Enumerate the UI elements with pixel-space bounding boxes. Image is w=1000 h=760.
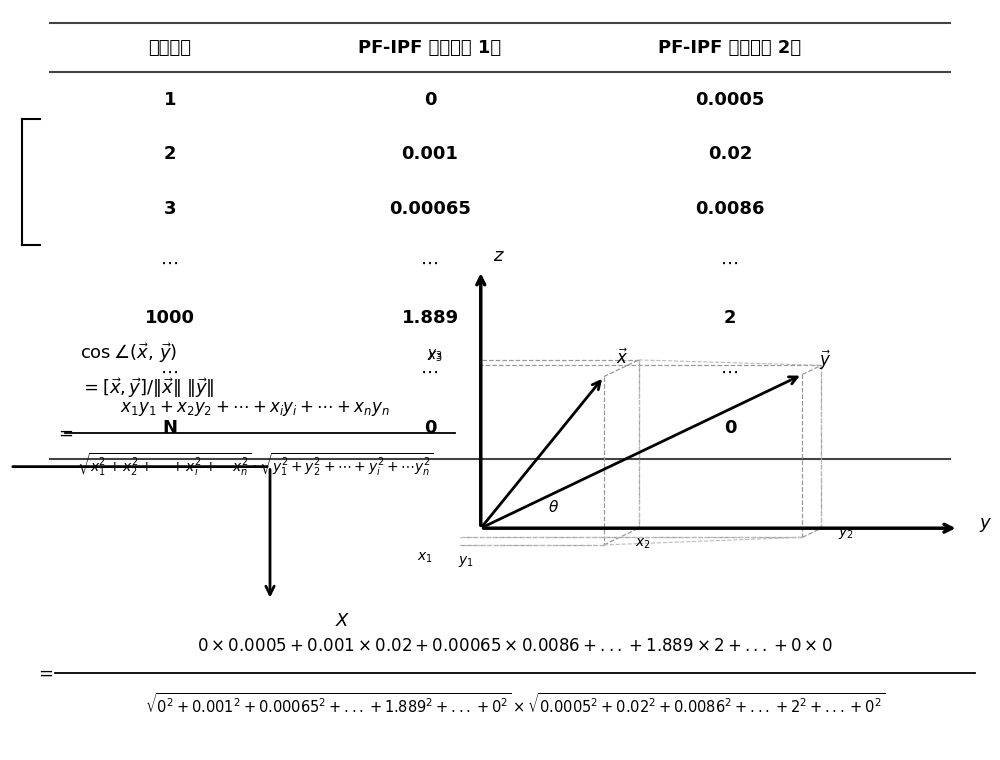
Text: $x_3$: $x_3$ — [427, 350, 443, 364]
Text: $\sqrt{x_1^2+x_2^2+\cdots+x_i^2+\cdots x_n^2}\cdot\sqrt{y_1^2+y_2^2+\cdots+y_i^2: $\sqrt{x_1^2+x_2^2+\cdots+x_i^2+\cdots x… — [77, 452, 433, 478]
Text: $=$: $=$ — [55, 424, 74, 442]
Text: 1000: 1000 — [145, 309, 195, 328]
Text: N: N — [162, 419, 178, 437]
Text: 1.889: 1.889 — [401, 309, 459, 328]
Text: ⋯: ⋯ — [161, 364, 179, 382]
Text: 0.001: 0.001 — [402, 145, 458, 163]
Text: 3: 3 — [164, 200, 176, 218]
Text: PF-IPF 値（产品 2）: PF-IPF 値（产品 2） — [658, 39, 802, 56]
Text: $\vec{x}$: $\vec{x}$ — [616, 349, 629, 369]
Text: 0.0086: 0.0086 — [695, 200, 765, 218]
Text: 2: 2 — [164, 145, 176, 163]
Text: $y_1$: $y_1$ — [458, 553, 474, 568]
Text: 2: 2 — [724, 309, 736, 328]
Text: $x_1$: $x_1$ — [417, 550, 433, 565]
Text: $\sqrt{0^2+0.001^2+0.00065^2+...+1.889^2+...+0^2}\times\sqrt{0.0005^2+0.02^2+0.0: $\sqrt{0^2+0.001^2+0.00065^2+...+1.889^2… — [145, 692, 885, 717]
Text: 0.0005: 0.0005 — [695, 90, 765, 109]
Text: $y_2$: $y_2$ — [838, 526, 854, 541]
Text: ⋯: ⋯ — [721, 255, 739, 273]
Text: $\cos\angle(\vec{x},\,\vec{y})$: $\cos\angle(\vec{x},\,\vec{y})$ — [80, 341, 177, 366]
Text: 0: 0 — [424, 90, 436, 109]
Text: ⋯: ⋯ — [721, 364, 739, 382]
Text: 0.00065: 0.00065 — [389, 200, 471, 218]
Text: $\theta$: $\theta$ — [548, 499, 559, 515]
Text: 0.02: 0.02 — [708, 145, 752, 163]
Text: ⋯: ⋯ — [421, 255, 439, 273]
Text: ⋯: ⋯ — [161, 255, 179, 273]
Text: $x_2$: $x_2$ — [635, 537, 651, 551]
Text: 1: 1 — [164, 90, 176, 109]
Text: ⋯: ⋯ — [421, 364, 439, 382]
Text: $=$: $=$ — [35, 663, 54, 682]
Text: $\vec{y}$: $\vec{y}$ — [819, 348, 832, 372]
Text: $=[\vec{x},\vec{y}]/\|\vec{x}\|\;\|\vec{y}\|$: $=[\vec{x},\vec{y}]/\|\vec{x}\|\;\|\vec{… — [80, 375, 215, 400]
Text: $y$: $y$ — [979, 517, 993, 534]
Text: 零件编号: 零件编号 — [148, 39, 192, 56]
Text: $0\times0.0005+0.001\times0.02+0.00065\times0.0086+...+1.889\times2+...+0\times0: $0\times0.0005+0.001\times0.02+0.00065\t… — [197, 637, 833, 655]
Text: $y_3$: $y_3$ — [427, 347, 443, 362]
Text: $x_1y_1+x_2y_2+\cdots+x_iy_i+\cdots+x_ny_n$: $x_1y_1+x_2y_2+\cdots+x_iy_i+\cdots+x_ny… — [120, 398, 390, 418]
Text: 0: 0 — [724, 419, 736, 437]
Text: $X$: $X$ — [335, 612, 350, 630]
Text: $z$: $z$ — [493, 247, 505, 265]
Text: 0: 0 — [424, 419, 436, 437]
Text: PF-IPF 値（产品 1）: PF-IPF 値（产品 1） — [358, 39, 502, 56]
